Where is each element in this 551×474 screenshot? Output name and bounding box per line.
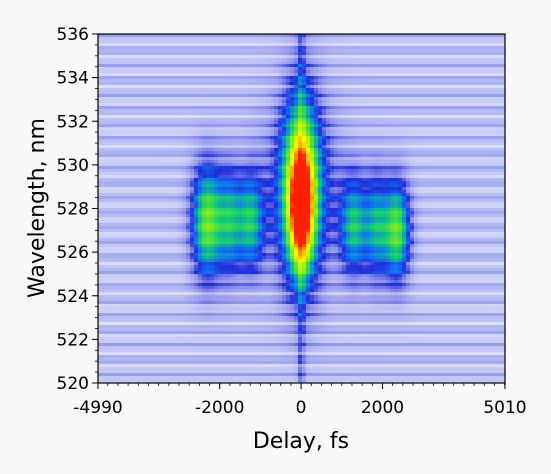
x-tick-label: 5010 [483,398,526,418]
x-tick-label: -2000 [195,398,244,418]
x-tick-label: 0 [296,398,307,418]
y-tick-label: 536 [57,25,89,45]
y-tick-label: 520 [57,374,89,394]
x-axis-title: Delay, fs [253,429,349,454]
x-axis-ticks: -4990 -2000 0 2000 5010 [73,383,526,418]
y-tick-label: 526 [57,243,89,263]
y-tick-label: 530 [57,156,89,176]
y-tick-label: 534 [57,69,89,89]
x-tick-label: 2000 [361,398,404,418]
y-tick-label: 532 [57,112,89,132]
heatmap-area [98,34,507,386]
y-axis-ticks: 520 522 524 526 528 530 532 534 536 [57,25,98,394]
x-tick-label: -4990 [73,398,122,418]
y-tick-label: 524 [57,287,89,307]
y-tick-label: 522 [57,330,89,350]
y-tick-label: 528 [57,200,89,220]
y-axis-title: Wavelength, nm [25,118,50,298]
